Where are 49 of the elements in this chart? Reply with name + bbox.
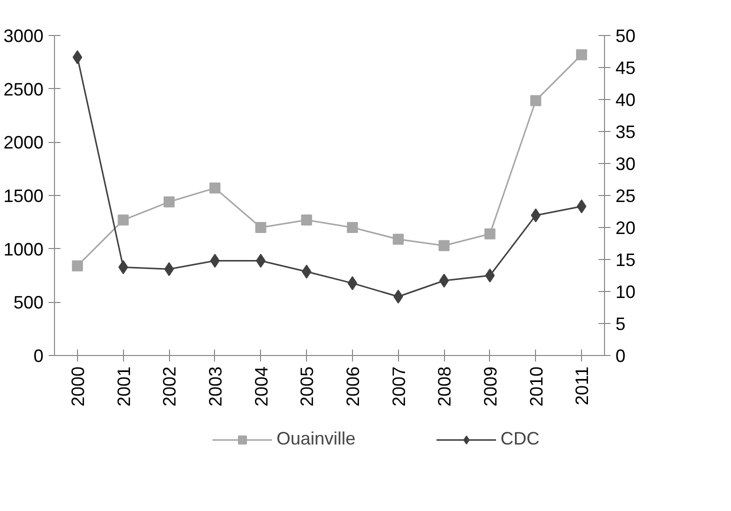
- y2-tick-label: 20: [616, 218, 636, 238]
- x-tick-label: 2001: [114, 366, 134, 407]
- y2-tick-label: 30: [616, 154, 636, 174]
- x-tick-label: 2011: [572, 366, 592, 406]
- x-tick-label: 2009: [480, 366, 500, 407]
- point: [164, 196, 175, 208]
- x-tick-label: 2005: [297, 366, 318, 407]
- y-tick-label: 1000: [3, 239, 44, 260]
- x-tick-label: 2000: [68, 366, 88, 407]
- legend-label: Ouainville: [276, 428, 356, 450]
- y-tick-label: 0: [33, 346, 44, 366]
- y2-tick-label: 25: [616, 186, 636, 206]
- x-tick-label: 2002: [160, 366, 180, 407]
- point: [118, 260, 128, 274]
- y2-tick-label: 0: [616, 346, 626, 366]
- x-tick-label: 2004: [251, 366, 272, 407]
- y-tick-label: 2000: [3, 132, 44, 153]
- point: [485, 268, 495, 282]
- y2-tick-label: 45: [616, 58, 636, 78]
- y2-tick-label: 15: [616, 250, 636, 270]
- point: [346, 222, 358, 233]
- point: [576, 49, 588, 60]
- point: [209, 182, 220, 194]
- point: [438, 240, 450, 252]
- x-tick-label: 2008: [434, 366, 455, 407]
- point: [393, 290, 404, 304]
- point: [72, 260, 83, 272]
- point: [530, 208, 541, 222]
- point: [118, 214, 129, 226]
- y-tick-label: 2500: [3, 79, 44, 100]
- point: [392, 234, 404, 245]
- point: [484, 228, 496, 240]
- x-tick-label: 2007: [388, 366, 409, 407]
- x-tick-label: 2006: [342, 366, 363, 407]
- y2-tick-label: 5: [616, 314, 626, 334]
- y2-tick-label: 50: [616, 26, 636, 46]
- x-tick-label: 2003: [205, 366, 226, 407]
- x-tick-label: 2010: [526, 366, 546, 407]
- y-tick-label: 1500: [3, 186, 44, 206]
- point: [256, 254, 266, 268]
- point: [301, 214, 312, 226]
- point: [255, 222, 266, 233]
- point: [530, 95, 542, 106]
- y-tick-label: 500: [13, 292, 44, 313]
- y-tick-label: 3000: [3, 26, 44, 46]
- y2-tick-label: 10: [616, 282, 636, 302]
- legend-label: CDC: [500, 428, 540, 450]
- y2-tick-label: 40: [616, 90, 636, 110]
- y2-tick-label: 35: [616, 122, 636, 142]
